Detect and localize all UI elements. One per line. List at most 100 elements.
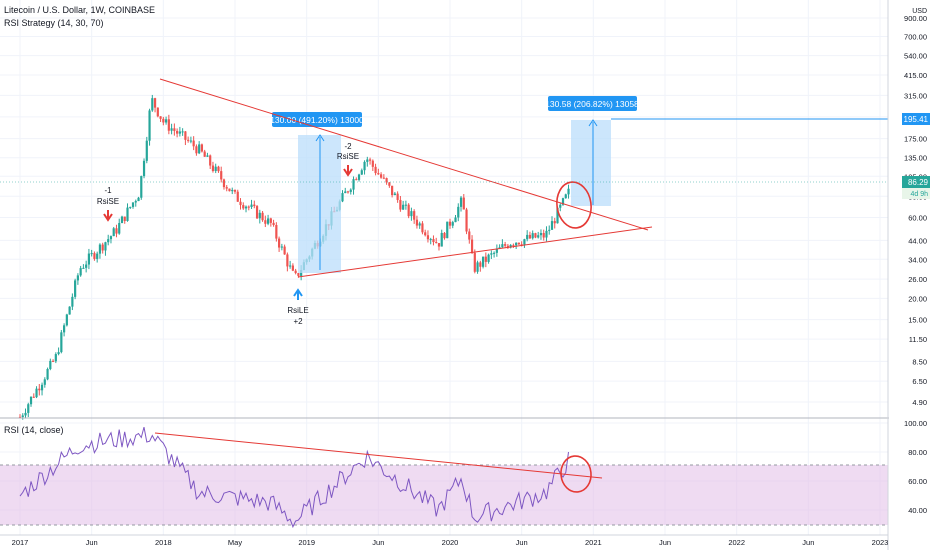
candle-body [289,265,292,267]
candle-body [291,265,294,271]
candle-body [341,193,344,202]
candle-body [90,253,93,255]
candle-body [214,166,217,172]
candle-body [487,254,490,262]
candle-body [567,188,570,195]
candle-body [82,267,85,269]
candle-body [368,159,372,161]
candle-body [465,209,468,232]
price-tick-label: 700.00 [904,33,927,42]
candle-body [192,140,195,147]
candle-body [123,216,126,221]
candle-body [225,187,228,189]
rsi-scale[interactable]: 100.00 80.00 60.00 40.00 [904,419,927,515]
time-tick-label: 2019 [298,538,315,547]
candle-body [528,234,532,239]
candle-body [355,179,358,181]
candle-body [396,193,399,200]
candle-body [531,233,534,239]
time-tick-label: 2022 [728,538,745,547]
svg-text:RsiSE: RsiSE [97,197,119,206]
candle-body [63,325,66,333]
candle-body [96,253,99,259]
candle-body [134,201,137,203]
candle-body [515,242,518,246]
candle-body [561,198,565,205]
candle-body [437,243,441,247]
candle-body [278,238,281,248]
candle-body [222,179,226,188]
price-tick-label: 175.00 [904,135,927,144]
candle-body [76,275,79,281]
price-tick-label: 6.50 [912,377,927,386]
time-tick-label: Jun [802,538,814,547]
price-tick-label: 11.50 [909,335,927,344]
rsi-band [0,465,888,525]
candle-body [209,155,212,166]
signal-rsile[interactable]: RsiLE +2 [287,288,309,326]
rsi-tick-label: 80.00 [908,448,927,457]
candle-body [261,212,264,221]
countdown-label: 4d 9h [910,191,928,198]
candle-body [553,221,556,224]
measure-tool-2[interactable]: 130.58 (206.82%) 13058 [545,96,639,206]
trendline-upper[interactable] [159,78,649,231]
candle-body [93,253,96,259]
measure-tool-1[interactable]: 130.00 (491.20%) 13000 [270,112,364,273]
candle-body [432,239,435,243]
strategy-label[interactable]: RSI Strategy (14, 30, 70) [4,18,104,28]
candle-body [426,235,430,240]
signal-rsise-2[interactable]: -2 RsiSE [337,142,359,177]
time-axis[interactable]: 2017 Jun 2018 May 2019 Jun 2020 Jun 2021 Jun 2022 J… [12,538,889,547]
candle-body [504,244,507,246]
candle-body [457,206,460,218]
price-tick-label: 15.00 [908,316,927,325]
price-tick-label: 415.00 [904,71,927,80]
candle-body [448,221,452,226]
signal-rsise-1[interactable]: -1 RsiSE [97,186,119,222]
candle-body [51,360,55,362]
candle-body [198,144,201,154]
candle-body [140,176,143,198]
svg-text:RsiSE: RsiSE [337,152,359,161]
candle-body [346,191,350,193]
trendline-lower[interactable] [297,226,653,278]
candle-body [104,242,107,251]
candle-body [255,206,259,219]
rsi-legend[interactable]: RSI (14, close) [4,425,64,435]
candle-body [410,211,413,217]
rsi-trendline[interactable] [154,432,603,479]
candle-body [443,232,446,239]
candle-body [402,204,405,210]
candle-body [101,244,104,251]
candle-body [27,404,30,413]
candle-body [162,118,165,123]
rsi-breakout-circle[interactable] [559,455,593,494]
candle-body [424,232,427,236]
candle-body [517,242,521,245]
candle-body [269,218,272,223]
candle-body [473,252,476,272]
candle-body [153,98,157,108]
candle-body [176,130,179,134]
svg-text:+2: +2 [293,317,303,326]
candle-body [181,131,184,133]
candle-body [184,131,187,140]
candle-body [170,128,173,131]
candle-body [151,98,154,111]
candle-body [349,189,352,192]
candle-body [74,280,77,297]
candle-body [415,219,419,226]
symbol-title[interactable]: Litecoin / U.S. Dollar, 1W, COINBASE [4,5,156,15]
time-tick-label: 2018 [155,538,172,547]
candle-body [537,235,540,238]
candle-body [501,244,504,248]
measure-label-1: 130.00 (491.20%) 13000 [270,115,364,125]
sell-arrow-icon [343,165,353,177]
candle-body [258,212,261,219]
time-tick-label: 2020 [442,538,459,547]
price-tick-label: 135.00 [904,154,927,163]
candle-body [377,173,380,175]
candle-body [247,206,250,208]
